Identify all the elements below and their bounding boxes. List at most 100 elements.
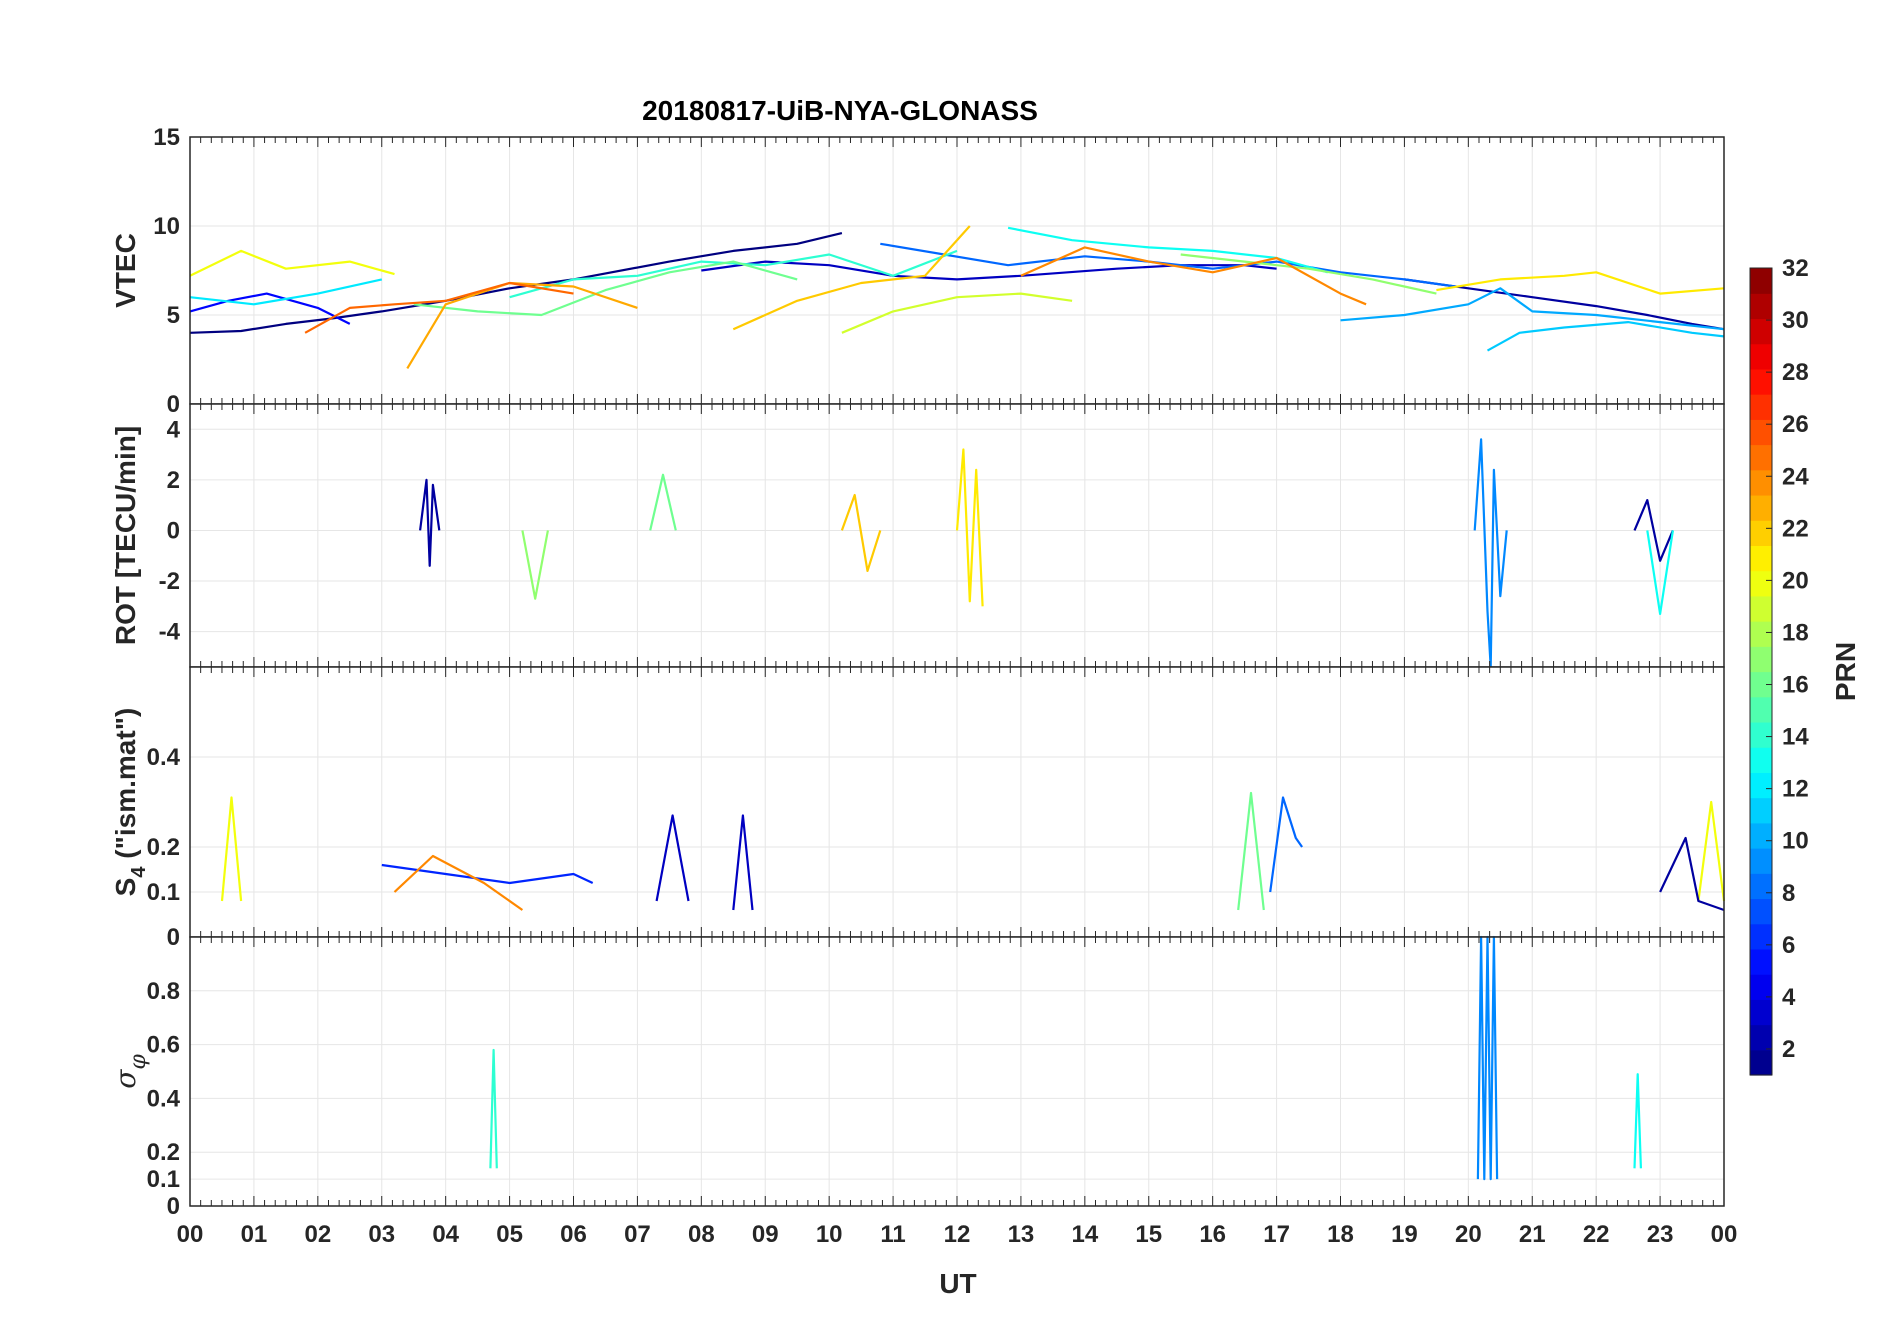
colorbar-tick-label: 10 <box>1782 828 1809 855</box>
colorbar-segment <box>1750 368 1772 395</box>
colorbar-segment <box>1750 520 1772 547</box>
colorbar-segment <box>1750 494 1772 521</box>
colorbar-segment <box>1750 772 1772 799</box>
colorbar-segment <box>1750 999 1772 1026</box>
colorbar-segment <box>1750 318 1772 345</box>
x-tick-label: 10 <box>816 1221 843 1248</box>
colorbar-tick-label: 28 <box>1782 359 1809 386</box>
colorbar-segment <box>1750 974 1772 1000</box>
panel-rot: -4 -2 0 2 4 <box>159 403 1725 669</box>
y-tick-label: 0 <box>167 1193 180 1220</box>
y-tick-label: 0 <box>167 924 180 951</box>
series-line-prn-11 <box>1486 321 1725 352</box>
colorbar-tick-label: 24 <box>1782 463 1809 490</box>
colorbar-segment <box>1750 545 1772 572</box>
x-tick-label: 20 <box>1455 1221 1482 1248</box>
series-line-prn-24 <box>393 854 524 911</box>
y-tick-label: 0.1 <box>147 1166 180 1193</box>
x-tick-label: 18 <box>1327 1221 1354 1248</box>
series-line-prn-13 <box>1646 530 1674 616</box>
series-line-prn-2 <box>1633 499 1674 562</box>
x-tick-label: 22 <box>1583 1221 1610 1248</box>
colorbar-segment <box>1750 898 1772 925</box>
colorbar-tick-label: 14 <box>1782 724 1809 751</box>
y-axis-label: ROT [TECU/min] <box>110 426 141 645</box>
series-line-prn-20 <box>189 249 395 277</box>
x-tick-label: 16 <box>1199 1221 1226 1248</box>
x-tick-label: 19 <box>1391 1221 1418 1248</box>
panel-sigma_phi: 00.10.2 0.4 0.6 0.8 <box>147 935 1725 1220</box>
series-line-prn-20 <box>220 796 243 902</box>
y-tick-label: 15 <box>153 124 180 151</box>
y-tick-label: -2 <box>159 568 180 595</box>
x-tick-label: 08 <box>688 1221 715 1248</box>
x-tick-label: 03 <box>368 1221 395 1248</box>
axes-frame <box>189 936 1725 1207</box>
colorbar-tick-label: 18 <box>1782 619 1809 646</box>
colorbar-segment <box>1750 923 1772 950</box>
y-tick-label: 2 <box>167 467 180 494</box>
x-tick-label: 21 <box>1519 1221 1546 1248</box>
series-line-prn-14 <box>509 249 958 299</box>
colorbar-tick-label: 30 <box>1782 307 1809 334</box>
colorbar-segment <box>1750 621 1772 647</box>
y-tick-label: 0.6 <box>147 1032 180 1059</box>
y-tick-label: 10 <box>153 213 180 240</box>
y-tick-label: 0.1 <box>147 879 180 906</box>
colorbar-tick-label: 32 <box>1782 255 1809 282</box>
colorbar-frame <box>1749 267 1773 1076</box>
colorbar-segment <box>1750 848 1772 874</box>
series-line-prn-13 <box>1633 1073 1642 1169</box>
y-tick-label: 0 <box>167 391 180 418</box>
colorbar-segment <box>1750 1049 1772 1076</box>
x-axis: 00 01 02 03 04 05 06 07 08 09 10 11 12 13 14 15 16 17 18 19… <box>177 1221 1738 1248</box>
series-line-prn-3 <box>701 260 1277 281</box>
panel-vtec: 0 5 10 15 <box>153 124 1725 418</box>
y-tick-label: 0 <box>167 517 180 544</box>
colorbar-segment <box>1750 646 1772 673</box>
y-axis-label: VTEC <box>110 233 141 308</box>
y-tick-label: 5 <box>167 302 180 329</box>
colorbar-segment <box>1750 1024 1772 1051</box>
x-tick-label: 01 <box>241 1221 268 1248</box>
series-line-prn-14 <box>489 1048 498 1169</box>
series-line-prn-13 <box>1007 226 1328 274</box>
x-tick-label: 05 <box>496 1221 523 1248</box>
x-tick-label: 14 <box>1071 1221 1098 1248</box>
series-line-prn-17 <box>1180 253 1437 295</box>
series-line-prn-20 <box>1697 800 1726 902</box>
x-tick-label: 00 <box>177 1221 204 1248</box>
x-tick-label: 17 <box>1263 1221 1290 1248</box>
colorbar-segment <box>1750 343 1772 370</box>
y-axis-label: S4 ("ism.mat") <box>110 708 150 897</box>
colorbar-tick-label: 4 <box>1782 984 1796 1011</box>
series-line-prn-2 <box>1659 836 1725 912</box>
colorbar-tick-label: 20 <box>1782 567 1809 594</box>
colorbar-segment <box>1750 747 1772 773</box>
colorbar-tick-label: 26 <box>1782 411 1809 438</box>
x-tick-label: 09 <box>752 1221 779 1248</box>
colorbar-segment <box>1750 419 1772 446</box>
series-line-prn-22 <box>840 493 882 573</box>
series-line-prn-6 <box>381 863 594 885</box>
colorbar-segment <box>1750 797 1772 824</box>
x-tick-label: 13 <box>1008 1221 1035 1248</box>
colorbar-tick-label: 6 <box>1782 932 1795 959</box>
series-line-prn-10 <box>1340 287 1725 331</box>
x-tick-label: 04 <box>432 1221 459 1248</box>
colorbar-segment <box>1750 822 1772 849</box>
y-tick-label: -4 <box>159 619 181 646</box>
x-tick-label: 11 <box>880 1221 905 1248</box>
colorbar-segment <box>1750 444 1772 471</box>
series-line-prn-8 <box>1269 796 1304 893</box>
series-line-prn-2 <box>1404 278 1725 331</box>
y-tick-label: 0.4 <box>147 1085 181 1112</box>
y-tick-label: 0.2 <box>147 834 180 861</box>
colorbar-segment <box>1750 948 1772 975</box>
series-line-prn-16 <box>649 473 677 531</box>
colorbar-segment <box>1750 671 1772 698</box>
series-line-prn-25 <box>304 281 574 334</box>
series-line-prn-16 <box>413 260 798 317</box>
